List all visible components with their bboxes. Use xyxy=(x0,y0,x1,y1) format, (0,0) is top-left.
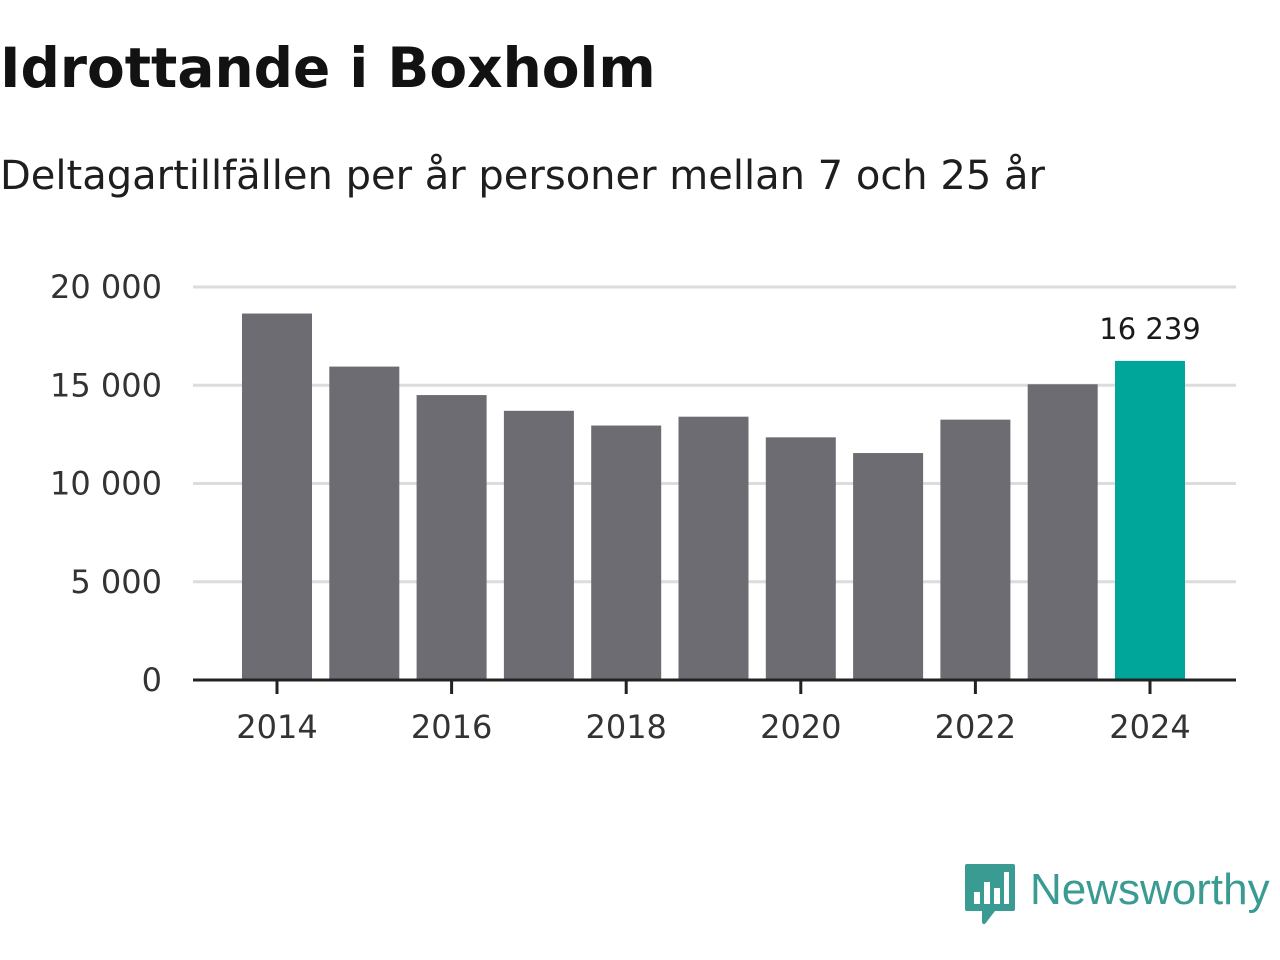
bar-2016 xyxy=(416,395,487,680)
x-tick-label: 2020 xyxy=(760,708,841,746)
newsworthy-brand: Newsworthy xyxy=(964,862,1270,926)
bar-2019 xyxy=(678,416,749,680)
x-tick-label: 2014 xyxy=(236,708,317,746)
x-tick-label: 2024 xyxy=(1109,708,1190,746)
brand-name: Newsworthy xyxy=(1030,865,1270,914)
data-labels: 16 239 xyxy=(1099,312,1200,346)
y-axis-ticks: 0 5 000 10 000 15 000 20 000 xyxy=(50,268,162,699)
y-tick-label: 0 xyxy=(142,661,162,699)
value-label-2024: 16 239 xyxy=(1099,312,1200,346)
bar-2018 xyxy=(591,425,662,680)
bar-2020 xyxy=(765,437,836,680)
y-tick-label: 20 000 xyxy=(50,268,162,306)
y-tick-label: 10 000 xyxy=(50,465,162,503)
x-tick-label: 2022 xyxy=(935,708,1016,746)
chart-title: Idrottande i Boxholm xyxy=(0,36,656,100)
bar-2015 xyxy=(329,366,400,680)
bar-2022 xyxy=(940,419,1011,680)
x-axis-ticks: 2014 2016 2018 2020 2022 2024 xyxy=(236,680,1191,746)
bars xyxy=(242,313,1185,680)
y-tick-label: 5 000 xyxy=(70,563,162,601)
x-tick-label: 2016 xyxy=(411,708,492,746)
x-tick-label: 2018 xyxy=(585,708,666,746)
bar-2014 xyxy=(242,313,312,680)
bar-2024 xyxy=(1115,360,1185,680)
bar-2023 xyxy=(1027,384,1098,680)
y-tick-label: 15 000 xyxy=(50,366,162,404)
bar-2017 xyxy=(503,410,574,680)
chart-subtitle: Deltagartillfällen per år personer mella… xyxy=(0,153,1045,199)
bar-chart: 0 5 000 10 000 15 000 20 000 16 239 2014 2016… xyxy=(50,268,1236,746)
bar-2021 xyxy=(853,453,924,680)
newsworthy-logo-icon xyxy=(965,864,1015,924)
